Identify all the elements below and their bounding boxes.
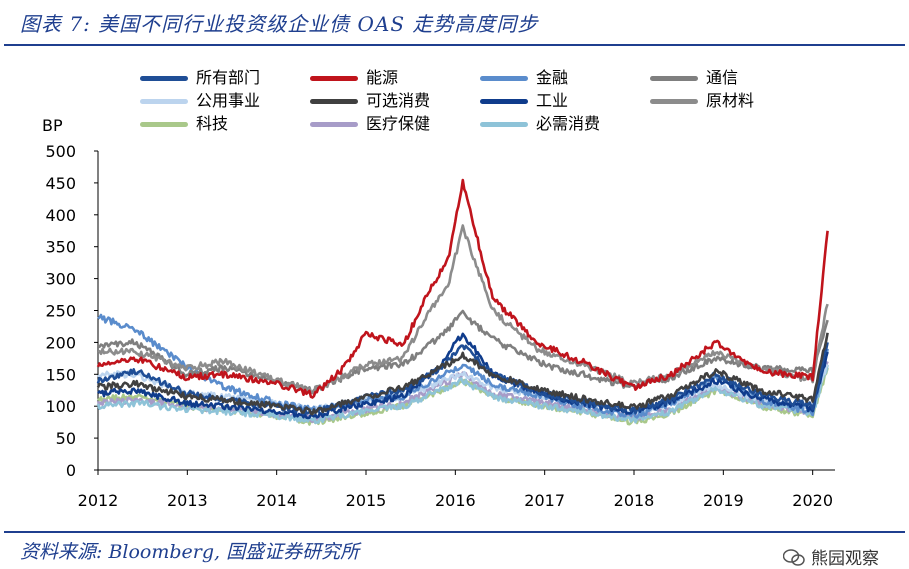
- legend-label: 金融: [536, 68, 569, 87]
- top-rule: [4, 44, 905, 46]
- y-axis-label: BP: [42, 116, 63, 135]
- legend-item: 金融: [480, 64, 568, 88]
- legend-label: 通信: [706, 68, 739, 87]
- legend-swatch: [480, 76, 528, 81]
- legend-item: 工业: [480, 87, 568, 111]
- series-line-11: [96, 364, 829, 425]
- legend-swatch: [310, 122, 358, 127]
- y-tick-label: 450: [45, 174, 76, 193]
- legend-label: 能源: [366, 68, 399, 87]
- legend-item: 原材料: [650, 87, 754, 111]
- y-tick-label: 350: [45, 238, 76, 257]
- legend-swatch: [480, 122, 528, 127]
- y-tick-label: 250: [45, 302, 76, 321]
- y-tick-label: 0: [66, 461, 76, 480]
- legend-swatch: [140, 76, 188, 81]
- legend-item: 必需消费: [480, 110, 600, 134]
- series-line-5: [97, 363, 829, 415]
- legend-label: 工业: [536, 91, 569, 110]
- chart-svg: 0 50 100 150 200 250 300 350 400 450 500 BP 2012 2013…: [42, 116, 835, 510]
- series-line-7: [97, 332, 829, 420]
- x-tick-label: 2012: [78, 491, 119, 510]
- x-tick-label: 2017: [524, 491, 565, 510]
- y-tick-label: 150: [45, 365, 76, 384]
- y-tick-label: 100: [45, 397, 76, 416]
- legend-swatch: [480, 99, 528, 104]
- legend-swatch: [140, 122, 188, 127]
- legend-item: 科技: [140, 110, 228, 134]
- legend-label: 必需消费: [536, 114, 601, 133]
- legend-item: 所有部门: [140, 64, 260, 88]
- legend-swatch: [650, 76, 698, 81]
- y-tick-label: 500: [45, 142, 76, 161]
- series-line-3: [97, 313, 829, 419]
- legend-label: 公用事业: [196, 91, 261, 110]
- series-line-4: [97, 309, 829, 395]
- legend-swatch: [650, 99, 698, 104]
- source-note: 资料来源: Bloomberg, 国盛证券研究所: [20, 541, 360, 563]
- x-tick-label: 2019: [703, 491, 744, 510]
- legend-label: 可选消费: [366, 91, 431, 110]
- legend-label: 所有部门: [196, 68, 261, 87]
- legend-item: 能源: [310, 64, 398, 88]
- legend-swatch: [310, 99, 358, 104]
- legend-item: 公用事业: [140, 87, 260, 111]
- legend-item: 医疗保健: [310, 110, 430, 134]
- x-tick-label: 2018: [614, 491, 655, 510]
- series-line-6: [96, 332, 829, 416]
- legend-label: 医疗保健: [366, 114, 431, 133]
- legend-swatch: [140, 99, 188, 104]
- bottom-rule: [4, 531, 905, 533]
- x-tick-label: 2013: [167, 491, 208, 510]
- x-tick-label: 2020: [792, 491, 833, 510]
- series-line-2: [96, 178, 829, 399]
- watermark-text: 熊园观察: [811, 549, 879, 569]
- legend-label: 原材料: [706, 91, 755, 110]
- y-tick-label: 300: [45, 270, 76, 289]
- x-tick-label: 2016: [435, 491, 476, 510]
- y-tick-label: 400: [45, 206, 76, 225]
- wechat-icon: [783, 549, 805, 566]
- x-tick-label: 2014: [256, 491, 297, 510]
- figure-title: 图表 7: 美国不同行业投资级企业债 OAS 走势高度同步: [20, 12, 539, 36]
- series-line-8: [97, 224, 829, 395]
- y-tick-label: 50: [56, 429, 76, 448]
- x-tick-label: 2015: [346, 491, 387, 510]
- legend-item: 可选消费: [310, 87, 430, 111]
- y-tick-label: 200: [45, 333, 76, 352]
- watermark: 熊园观察: [783, 544, 879, 569]
- legend-swatch: [310, 76, 358, 81]
- legend-label: 科技: [196, 114, 229, 133]
- legend-item: 通信: [650, 64, 738, 88]
